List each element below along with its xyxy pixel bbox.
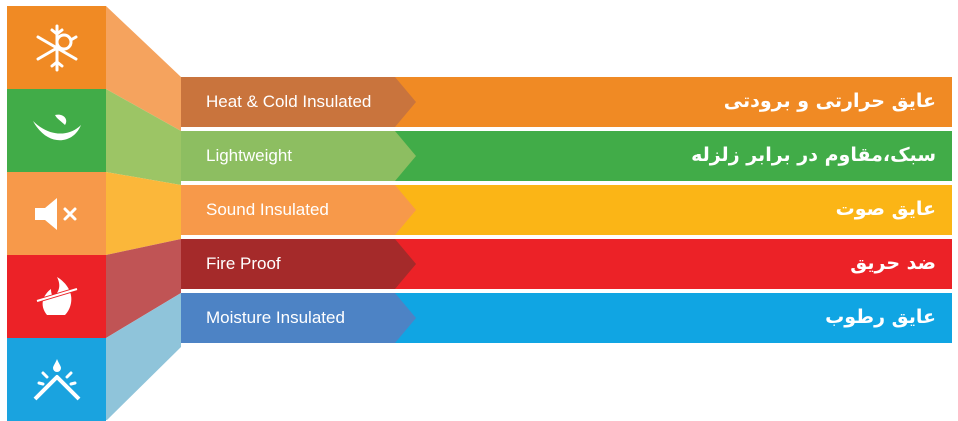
- persian-label: عایق حرارتی و برودتی: [723, 90, 936, 112]
- english-label: Fire Proof: [206, 254, 281, 273]
- english-tab: Sound Insulated: [181, 185, 416, 235]
- feature-row-sound: Sound Insulated عایق صوت: [181, 185, 952, 235]
- persian-label: ضد حریق: [850, 252, 936, 274]
- icon-tile-moisture: [7, 338, 106, 421]
- sun-snowflake-icon: [36, 24, 77, 71]
- connector-4: [106, 293, 181, 420]
- icon-tile-fire: [7, 255, 106, 338]
- english-tab: Heat & Cold Insulated: [181, 77, 416, 127]
- english-label: Lightweight: [206, 146, 293, 165]
- persian-label: عایق رطوب: [825, 306, 936, 328]
- english-tab: Lightweight: [181, 131, 416, 181]
- connector-2: [106, 172, 181, 255]
- icon-tile-lightweight: [7, 89, 106, 172]
- english-label: Moisture Insulated: [206, 308, 345, 327]
- english-tab: Fire Proof: [181, 239, 416, 289]
- feature-row-heat-cold: Heat & Cold Insulated عایق حرارتی و برود…: [181, 77, 952, 127]
- connector-0: [106, 6, 181, 131]
- icon-tile-heat-cold: [7, 6, 106, 89]
- english-label: Sound Insulated: [206, 200, 329, 219]
- feather-icon: [32, 114, 81, 140]
- persian-label: عایق صوت: [835, 198, 936, 220]
- feature-row-moisture: Moisture Insulated عایق رطوب: [181, 293, 952, 343]
- roof-water-icon: [33, 358, 80, 400]
- feature-row-fire: Fire Proof ضد حریق: [181, 239, 952, 289]
- fire-no-icon: [35, 276, 78, 315]
- connector-3: [106, 239, 181, 338]
- english-label: Heat & Cold Insulated: [206, 92, 372, 111]
- feature-row-lightweight: Lightweight سبک،مقاوم در برابر زلزله: [181, 131, 952, 181]
- speaker-mute-icon: [34, 197, 76, 230]
- connector-1: [106, 89, 181, 185]
- icon-tile-sound: [7, 172, 106, 255]
- english-tab: Moisture Insulated: [181, 293, 416, 343]
- persian-label: سبک،مقاوم در برابر زلزله: [691, 144, 936, 166]
